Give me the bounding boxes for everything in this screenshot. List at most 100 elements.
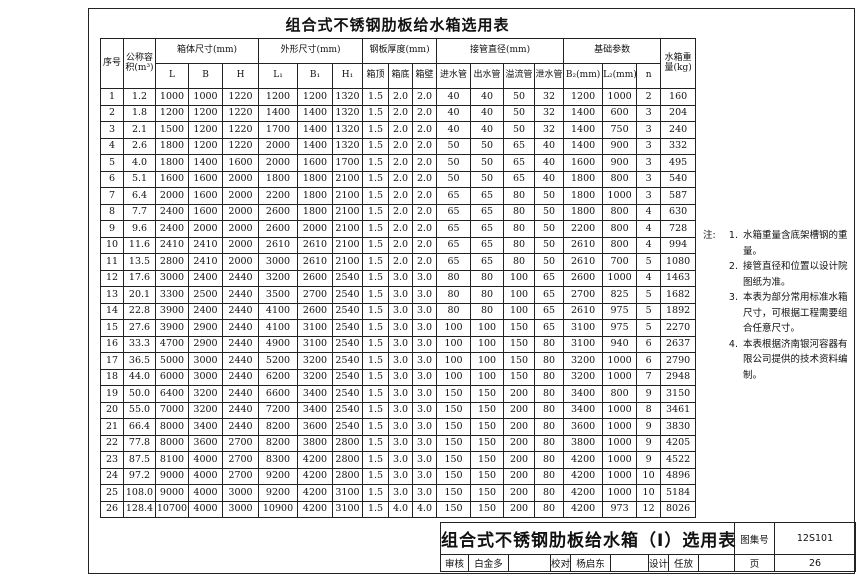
table-cell: 1000 (155, 88, 189, 106)
table-cell: 2440 (221, 385, 260, 403)
table-cell: 2800 (332, 434, 364, 452)
table-cell: 50 (470, 170, 505, 188)
table-cell: 1200 (188, 137, 223, 155)
table-cell: 3.0 (388, 451, 414, 469)
table-cell: 2 (636, 88, 662, 106)
table-cell: 2610 (297, 236, 334, 254)
table-cell: 22.8 (123, 302, 156, 320)
table-cell: 2948 (660, 368, 697, 386)
table-cell: 2000 (188, 220, 223, 238)
table-cell: 3100 (563, 335, 604, 353)
table-cell: 150 (470, 484, 505, 502)
table-cell: 2000 (221, 253, 260, 271)
table-cell: 9 (100, 220, 124, 238)
table-cell: 4000 (188, 500, 223, 518)
table-cell: 973 (602, 500, 638, 518)
table-cell: 1200 (188, 104, 223, 122)
table-row: 7 6.4 2000 1600 2000 2200 1800 2100 1.5 2.0 2.0 65 6… (100, 187, 697, 205)
table-cell: 23 (100, 451, 124, 469)
table-cell: 4 (636, 269, 662, 287)
table-cell: 1.5 (362, 253, 390, 271)
table-cell: 1.5 (362, 104, 390, 122)
table-cell: 1200 (258, 88, 299, 106)
table-cell: 1000 (602, 269, 638, 287)
table-cell: 100 (470, 352, 505, 370)
table-cell: 100 (436, 368, 472, 386)
table-cell: 12 (636, 500, 662, 518)
table-cell: 1500 (155, 121, 189, 139)
subheader-cell: B (188, 63, 223, 89)
table-row: 18 44.0 6000 3000 2440 6200 3200 2540 1.5 3.0 3.0 1… (100, 368, 697, 386)
table-cell: 3200 (297, 352, 334, 370)
table-cell: 2790 (660, 352, 697, 370)
table-cell: 3.0 (412, 286, 438, 304)
table-cell: 8 (636, 401, 662, 419)
table-cell: 5 (636, 302, 662, 320)
table-cell: 150 (503, 368, 536, 386)
table-row: 19 50.0 6400 3200 2440 6600 3400 2540 1.5 3.0 3.0 1… (100, 385, 697, 403)
table-cell: 97.2 (123, 467, 156, 485)
table-cell: 2.0 (412, 154, 438, 172)
table-cell: 1220 (221, 104, 260, 122)
table-cell: 1.5 (362, 154, 390, 172)
table-cell: 1.5 (362, 220, 390, 238)
table-row: 6 5.1 1600 1600 2000 1800 1800 2100 1.5 2.0 2.0 50 5… (100, 170, 697, 188)
table-cell: 2000 (297, 220, 334, 238)
atlas-label: 图集号 (734, 522, 776, 555)
table-cell: 2100 (332, 253, 364, 271)
table-cell: 150 (436, 418, 472, 436)
table-cell: 1320 (332, 88, 364, 106)
table-cell: 1400 (563, 104, 604, 122)
table-cell: 40 (436, 104, 472, 122)
table-cell: 700 (602, 253, 638, 271)
table-cell: 1200 (155, 104, 189, 122)
subheader-cell: 进水管 (436, 63, 472, 89)
checker: 杨启东 (570, 554, 611, 572)
table-cell: 50 (503, 121, 536, 139)
table-cell: 630 (660, 203, 697, 221)
table-cell: 1.5 (362, 269, 390, 287)
table-row: 12 17.6 3000 2400 2440 3200 2600 2540 1.5 3.0 3.0 8… (100, 269, 697, 287)
table-cell: 77.8 (123, 434, 156, 452)
table-cell: 100 (503, 286, 536, 304)
subheader-cell: H₁ (332, 63, 364, 89)
table-row: 22 77.8 8000 3600 2700 8200 3800 2800 1.5 3.0 3.0 1… (100, 434, 697, 452)
table-cell: 13 (100, 286, 124, 304)
table-cell: 2540 (332, 335, 364, 353)
table-cell: 2610 (563, 236, 604, 254)
table-cell: 2.0 (388, 137, 414, 155)
table-cell: 2410 (188, 236, 223, 254)
table-cell: 50 (534, 236, 565, 254)
table-cell: 3200 (563, 368, 604, 386)
table-cell: 3000 (221, 500, 260, 518)
table-cell: 1400 (563, 137, 604, 155)
subheader-cell: 箱底 (388, 63, 414, 89)
table-title: 组合式不锈钢肋板给水箱选用表 (285, 16, 510, 34)
table-cell: 3.0 (412, 385, 438, 403)
table-row: 17 36.5 5000 3000 2440 5200 3200 2540 1.5 3.0 3.0 1… (100, 352, 697, 370)
table-cell: 4200 (563, 467, 604, 485)
table-cell: 3 (636, 104, 662, 122)
table-cell: 1.5 (362, 500, 390, 518)
table-cell: 1700 (332, 154, 364, 172)
table-cell: 50 (534, 220, 565, 238)
drawing-title: 组合式不锈钢肋板给水箱（I）选用表 (439, 522, 735, 555)
table-cell: 4 (636, 220, 662, 238)
table-cell: 80 (436, 269, 472, 287)
table-cell: 1600 (563, 154, 604, 172)
table-cell: 1800 (155, 137, 189, 155)
table-cell: 32 (534, 104, 565, 122)
header-cell: 序号 (100, 38, 124, 89)
table-cell: 19 (100, 385, 124, 403)
table-cell: 2610 (297, 253, 334, 271)
table-cell: 2.0 (388, 220, 414, 238)
table-cell: 3100 (563, 319, 604, 337)
table-cell: 2440 (221, 401, 260, 419)
table-cell: 1400 (258, 104, 299, 122)
table-cell: 4000 (188, 451, 223, 469)
table-cell: 750 (602, 121, 638, 139)
design-label: 设计 (648, 554, 669, 572)
table-cell: 2.0 (388, 187, 414, 205)
table-cell: 150 (436, 500, 472, 518)
